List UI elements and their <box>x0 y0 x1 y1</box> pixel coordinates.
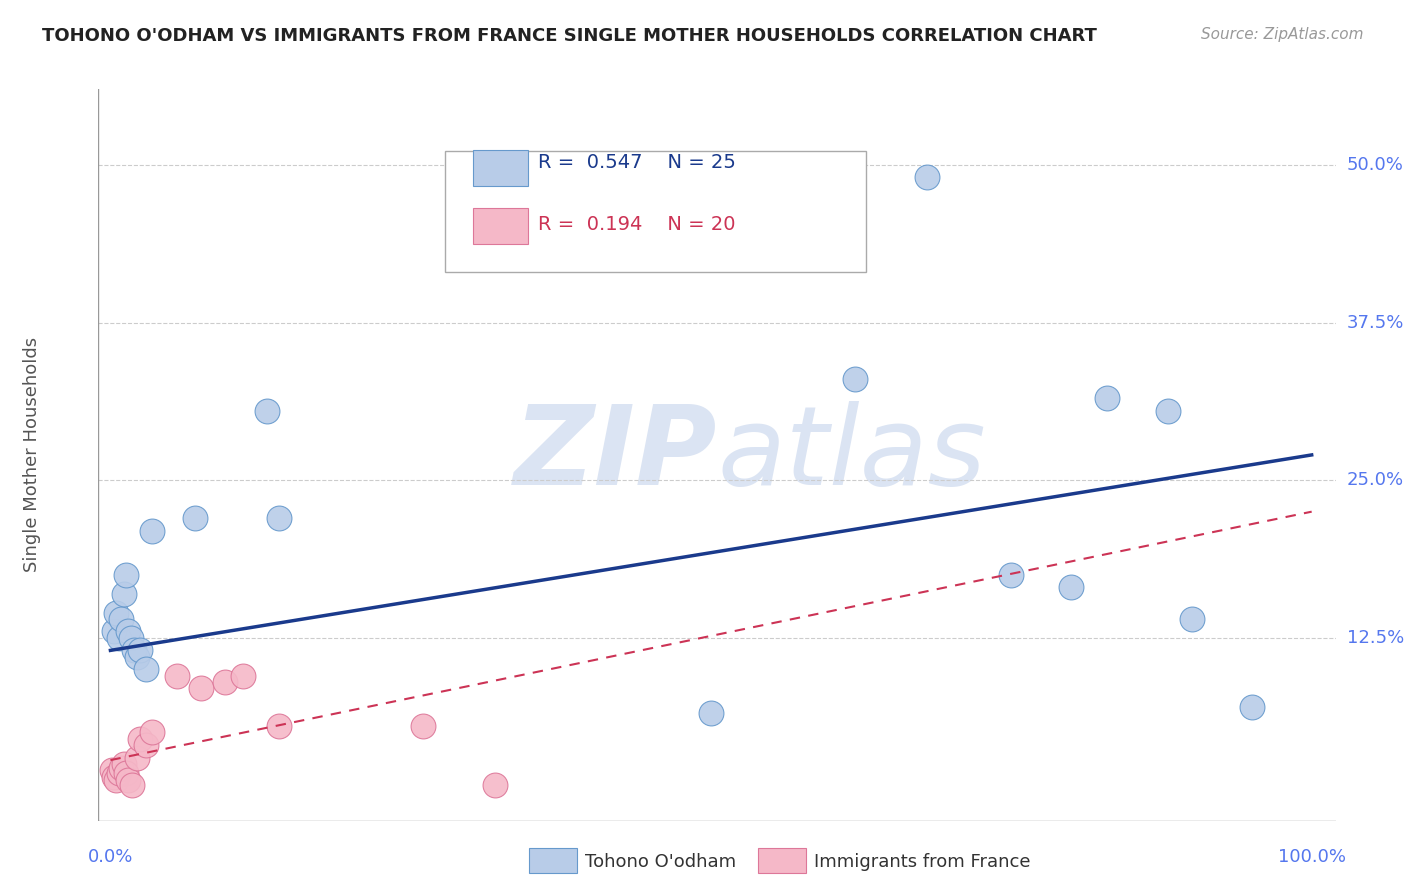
Point <box>267 719 290 733</box>
Point <box>141 725 163 739</box>
Point <box>108 631 131 645</box>
Point <box>190 681 212 696</box>
Point <box>141 524 163 538</box>
Point <box>256 404 278 418</box>
Point <box>1180 612 1202 626</box>
FancyBboxPatch shape <box>474 150 527 186</box>
Point <box>1156 404 1178 418</box>
Point <box>1240 700 1263 714</box>
Point <box>1060 580 1083 594</box>
Text: 100.0%: 100.0% <box>1278 848 1346 866</box>
Point <box>412 719 434 733</box>
Point <box>129 643 152 657</box>
Text: Single Mother Households: Single Mother Households <box>22 337 41 573</box>
Point <box>120 631 142 645</box>
Text: atlas: atlas <box>717 401 986 508</box>
Point <box>108 765 131 780</box>
Point <box>232 668 254 682</box>
FancyBboxPatch shape <box>758 848 806 873</box>
Point <box>110 612 132 626</box>
Text: 12.5%: 12.5% <box>1347 629 1405 647</box>
Text: 50.0%: 50.0% <box>1347 156 1403 174</box>
FancyBboxPatch shape <box>474 209 527 244</box>
Text: TOHONO O'ODHAM VS IMMIGRANTS FROM FRANCE SINGLE MOTHER HOUSEHOLDS CORRELATION CH: TOHONO O'ODHAM VS IMMIGRANTS FROM FRANCE… <box>42 27 1097 45</box>
Point <box>105 773 128 788</box>
Point <box>117 624 139 639</box>
Text: 0.0%: 0.0% <box>87 848 134 866</box>
Point <box>1000 567 1022 582</box>
Text: Immigrants from France: Immigrants from France <box>814 853 1031 871</box>
Point <box>135 738 157 752</box>
Point <box>103 624 125 639</box>
Point <box>125 649 148 664</box>
Point <box>484 778 506 792</box>
Text: R =  0.194    N = 20: R = 0.194 N = 20 <box>537 215 735 234</box>
Text: R =  0.547    N = 25: R = 0.547 N = 25 <box>537 153 735 172</box>
Text: Source: ZipAtlas.com: Source: ZipAtlas.com <box>1201 27 1364 42</box>
Text: ZIP: ZIP <box>513 401 717 508</box>
FancyBboxPatch shape <box>529 848 578 873</box>
Point <box>267 511 290 525</box>
Point <box>844 372 866 386</box>
Point <box>112 587 135 601</box>
FancyBboxPatch shape <box>444 152 866 272</box>
Point <box>124 643 146 657</box>
Point <box>214 674 236 689</box>
Point <box>135 662 157 676</box>
Point <box>917 170 939 185</box>
Point <box>110 761 132 775</box>
Point <box>166 668 188 682</box>
Point <box>183 511 205 525</box>
Point <box>700 706 723 721</box>
Point <box>129 731 152 746</box>
Point <box>112 756 135 771</box>
Point <box>105 606 128 620</box>
Point <box>1097 391 1119 405</box>
Point <box>115 765 138 780</box>
Point <box>115 567 138 582</box>
Text: 25.0%: 25.0% <box>1347 471 1405 489</box>
Point <box>100 763 122 777</box>
Point <box>125 750 148 764</box>
Point <box>117 773 139 788</box>
Point <box>103 770 125 784</box>
Point <box>121 778 143 792</box>
Text: 37.5%: 37.5% <box>1347 313 1405 332</box>
Text: Tohono O'odham: Tohono O'odham <box>585 853 735 871</box>
